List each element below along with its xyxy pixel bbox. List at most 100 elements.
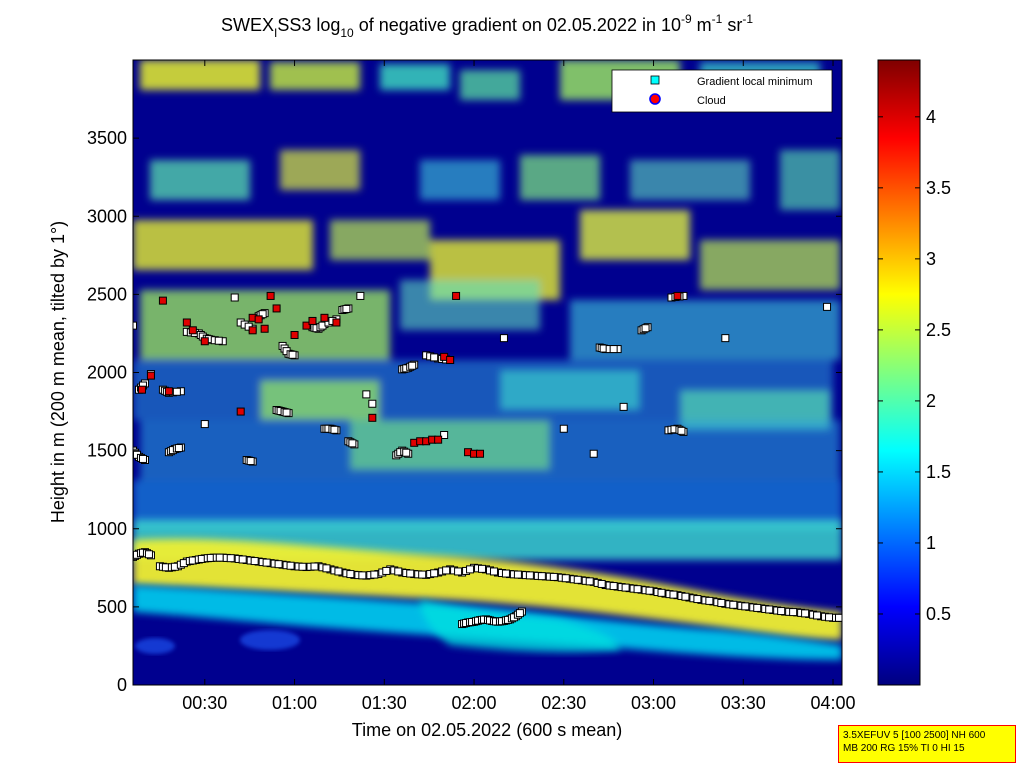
- gradient-minimum-marker: [262, 558, 271, 567]
- gradient-minimum-marker: [515, 609, 524, 618]
- y-tick-label: 3000: [87, 206, 127, 226]
- cloud-marker: [476, 449, 485, 458]
- gradient-minimum-marker: [172, 387, 181, 396]
- cloud-marker: [332, 318, 341, 327]
- gradient-minimum-marker: [597, 579, 606, 588]
- gradient-minimum-marker: [138, 454, 147, 463]
- y-tick-label: 1000: [87, 519, 127, 539]
- x-tick-label: 02:30: [541, 693, 586, 713]
- gradient-minimum-marker: [322, 564, 331, 573]
- gradient-minimum-marker: [430, 353, 439, 362]
- legend-marker-minimum: [650, 75, 660, 85]
- gradient-minimum-marker: [408, 361, 417, 370]
- gradient-minimum-marker: [561, 574, 570, 583]
- colorbar: 0.5 1 1.5 2 2.5 3 3.5 4: [877, 59, 951, 686]
- gradient-minimum-marker: [559, 424, 568, 433]
- cloud-marker: [320, 313, 329, 322]
- gradient-minimum-marker: [589, 449, 598, 458]
- gradient-minimum-marker: [525, 571, 534, 580]
- gradient-minimum-marker: [368, 399, 377, 408]
- title-sup-c: -9: [681, 12, 692, 26]
- cloud-marker: [248, 326, 257, 335]
- title-sub-a: I: [274, 26, 277, 40]
- gradient-minimum-marker: [430, 569, 439, 578]
- x-axis: 00:30 01:00 01:30 02:00 02:30 03:00 03:30 04:00: [182, 60, 856, 713]
- gradient-minimum-marker: [513, 570, 522, 579]
- colorbar-tick-label: 4: [926, 107, 936, 127]
- cloud-marker: [302, 321, 311, 330]
- gradient-minimum-marker: [657, 588, 666, 597]
- colorbar-gradient: [877, 59, 921, 686]
- gradient-minimum-marker: [645, 586, 654, 595]
- x-tick-label: 00:30: [182, 693, 227, 713]
- gradient-minimum-marker: [466, 565, 475, 574]
- info-line-2: MB 200 RG 15% TI 0 HI 15: [843, 743, 965, 754]
- gradient-minimum-marker: [489, 567, 498, 576]
- gradient-minimum-marker: [342, 304, 351, 313]
- gradient-minimum-marker: [677, 426, 686, 435]
- gradient-minimum-marker: [641, 324, 650, 333]
- heatmap-texture: [133, 60, 842, 560]
- gradient-minimum-marker: [238, 555, 247, 564]
- gradient-minimum-marker: [174, 444, 183, 453]
- colorbar-tick-label: 2: [926, 391, 936, 411]
- gradient-minimum-marker: [226, 554, 235, 563]
- gradient-minimum-marker: [633, 585, 642, 594]
- gradient-minimum-marker: [274, 560, 283, 569]
- gradient-minimum-marker: [705, 596, 714, 605]
- gradient-minimum-marker: [144, 550, 153, 559]
- gradient-minimum-marker: [282, 408, 291, 417]
- gradient-minimum-marker: [418, 570, 427, 579]
- title-part-e: sr: [722, 15, 742, 35]
- gradient-minimum-marker: [370, 570, 379, 579]
- gradient-minimum-marker: [609, 582, 618, 591]
- gradient-minimum-marker: [442, 566, 451, 575]
- gradient-minimum-marker: [823, 302, 832, 311]
- title-sub-b: 10: [340, 26, 354, 40]
- colorbar-tick-label: 1.5: [926, 462, 951, 482]
- gradient-minimum-marker: [741, 602, 750, 611]
- x-tick-label: 03:00: [631, 693, 676, 713]
- gradient-minimum-marker: [478, 564, 487, 573]
- gradient-minimum-marker: [537, 572, 546, 581]
- gradient-minimum-marker: [549, 572, 558, 581]
- legend-box: [611, 69, 833, 113]
- cloud-marker: [368, 413, 377, 422]
- cloud-marker: [146, 371, 155, 380]
- cloud-marker: [434, 435, 443, 444]
- cloud-marker: [290, 331, 299, 339]
- cloud-marker: [188, 326, 197, 335]
- gradient-minimum-marker: [215, 553, 224, 562]
- gradient-minimum-marker: [801, 609, 810, 618]
- cloud-marker: [164, 387, 173, 396]
- gradient-minimum-marker: [330, 425, 339, 434]
- gradient-minimum-marker: [394, 567, 403, 576]
- title-part-b: SS3 log: [277, 15, 340, 35]
- gradient-minimum-marker: [573, 575, 582, 584]
- gradient-minimum-marker: [246, 457, 255, 466]
- title-part-c: of negative gradient on 02.05.2022 in 10: [354, 15, 681, 35]
- y-tick-label: 500: [97, 597, 127, 617]
- cloud-marker: [182, 318, 191, 327]
- info-box: 3.5XEFUV 5 [100 2500] NH 600 MB 200 RG 1…: [838, 725, 1016, 763]
- legend: Gradient local minimum Cloud: [611, 69, 833, 113]
- gradient-minimum-marker: [402, 448, 411, 457]
- gradient-minimum-marker: [454, 567, 463, 576]
- gradient-minimum-marker: [382, 566, 391, 575]
- gradient-minimum-marker: [619, 402, 628, 411]
- gradient-minimum-marker: [717, 598, 726, 607]
- gradient-minimum-marker: [499, 334, 508, 343]
- colorbar-tick-label: 1: [926, 533, 936, 553]
- cloud-marker: [254, 315, 263, 324]
- y-tick-label: 1500: [87, 441, 127, 461]
- cloud-marker: [452, 291, 461, 300]
- markers-layer: [133, 291, 842, 629]
- legend-label-cloud: Cloud: [697, 95, 726, 107]
- title-sup-d: -1: [712, 12, 723, 26]
- gradient-minimum-marker: [214, 336, 223, 345]
- gradient-minimum-marker: [609, 345, 618, 354]
- gradient-minimum-marker: [440, 431, 449, 439]
- gradient-minimum-marker: [250, 557, 259, 566]
